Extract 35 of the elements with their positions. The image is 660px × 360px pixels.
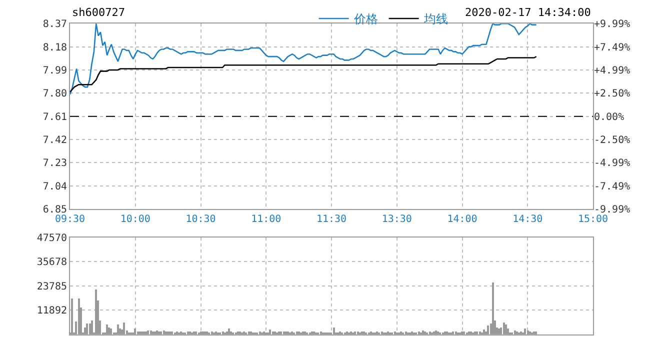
chart-title: sh600727	[72, 6, 125, 19]
legend-label: 均线	[422, 12, 448, 26]
legend-label: 价格	[352, 12, 378, 26]
x-tick-label: 10:30	[186, 214, 216, 226]
x-tick-label: 14:30	[512, 214, 543, 226]
x-tick-label: 09:30	[54, 214, 86, 226]
y-tick-label: 7.61	[42, 112, 67, 123]
y2-tick-label: +2.50%	[594, 88, 630, 100]
y-tick-label: 7.80	[42, 88, 67, 100]
x-tick-label: 14:00	[447, 214, 478, 226]
y2-tick-label: -9.99%	[594, 204, 630, 216]
x-tick-label: 10:00	[120, 214, 150, 226]
x-tick-label: 15:00	[578, 214, 608, 226]
x-tick-label: 11:30	[316, 214, 347, 226]
y-tick-label: 7.04	[42, 181, 67, 192]
y-tick-label: 11892	[36, 306, 67, 317]
y2-tick-label: +4.99%	[594, 66, 630, 77]
y-tick-label: 8.37	[42, 19, 67, 30]
y2-tick-label: 0.00%	[594, 112, 624, 123]
y-tick-label: 7.23	[42, 158, 67, 170]
y-tick-label: 23785	[36, 281, 67, 292]
y-tick-label: 47570	[36, 232, 67, 244]
y-tick-label: 8.18	[42, 42, 67, 54]
y-tick-label: 7.99	[42, 65, 67, 76]
y-tick-label: 35678	[36, 257, 67, 268]
y2-tick-label: +9.99%	[594, 19, 630, 30]
y-tick-label: 6.85	[42, 204, 67, 216]
y2-tick-label: -7.49%	[594, 181, 630, 192]
y2-tick-label: -2.50%	[594, 135, 630, 146]
text: 2020-02-17 14:34:00	[465, 6, 591, 19]
y-tick-label: 7.42	[42, 135, 67, 146]
y2-tick-label: +7.49%	[594, 42, 630, 54]
y2-tick-label: -4.99%	[594, 158, 630, 170]
x-tick-label: 11:00	[251, 214, 282, 226]
x-tick-label: 13:30	[382, 214, 412, 226]
